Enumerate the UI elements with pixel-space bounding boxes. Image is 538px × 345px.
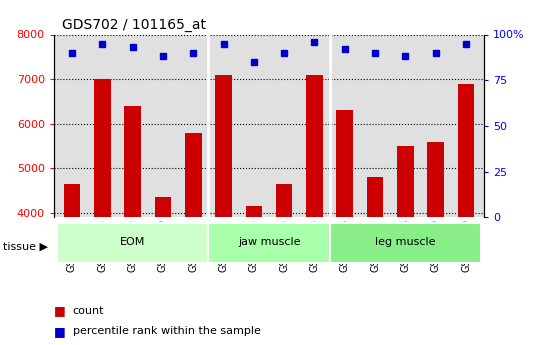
Text: ■: ■ [54,325,66,338]
Bar [124,106,141,345]
Text: percentile rank within the sample: percentile rank within the sample [73,326,260,336]
Bar [185,132,202,345]
Bar [245,206,262,345]
Bar [306,75,323,345]
Bar [367,177,384,345]
Text: ■: ■ [54,304,66,317]
Bar [397,146,414,345]
Text: jaw muscle: jaw muscle [238,237,300,247]
Bar [215,75,232,345]
Bar [330,223,481,264]
Text: EOM: EOM [120,237,145,247]
Text: leg muscle: leg muscle [375,237,436,247]
Bar [458,83,475,345]
Text: tissue ▶: tissue ▶ [3,242,48,252]
Bar [154,197,171,345]
Bar [336,110,353,345]
Bar [427,141,444,345]
Text: count: count [73,306,104,315]
Bar [94,79,111,345]
Bar [276,184,293,345]
Text: GDS702 / 101165_at: GDS702 / 101165_at [62,18,207,32]
Bar [208,223,330,264]
Bar [63,184,80,345]
Bar [57,223,208,264]
